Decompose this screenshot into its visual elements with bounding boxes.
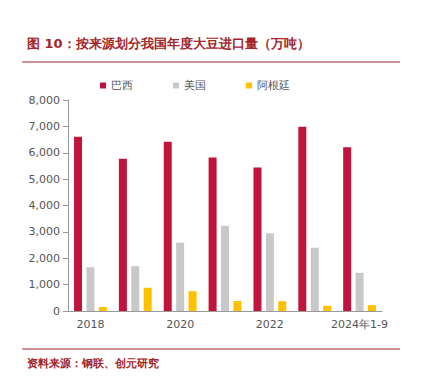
svg-text:阿根廷: 阿根廷 bbox=[257, 79, 290, 92]
svg-text:2,000: 2,000 bbox=[29, 252, 61, 265]
svg-text:2024年1-9: 2024年1-9 bbox=[331, 318, 388, 331]
svg-text:资料来源：钢联、创元研究: 资料来源：钢联、创元研究 bbox=[27, 357, 159, 370]
svg-text:1,000: 1,000 bbox=[29, 278, 61, 291]
svg-text:6,000: 6,000 bbox=[29, 146, 61, 159]
svg-text:5,000: 5,000 bbox=[29, 173, 61, 186]
svg-text:0: 0 bbox=[53, 305, 60, 318]
svg-text:7,000: 7,000 bbox=[29, 120, 61, 133]
svg-text:2022: 2022 bbox=[256, 318, 284, 331]
svg-text:巴西: 巴西 bbox=[111, 79, 133, 92]
svg-text:4,000: 4,000 bbox=[29, 199, 61, 212]
svg-text:图 10：按来源划分我国年度大豆进口量（万吨）: 图 10：按来源划分我国年度大豆进口量（万吨） bbox=[27, 36, 310, 51]
svg-text:2018: 2018 bbox=[76, 318, 104, 331]
svg-text:3,000: 3,000 bbox=[29, 225, 61, 238]
svg-text:8,000: 8,000 bbox=[29, 94, 61, 107]
svg-text:2020: 2020 bbox=[166, 318, 194, 331]
svg-text:美国: 美国 bbox=[184, 79, 206, 92]
